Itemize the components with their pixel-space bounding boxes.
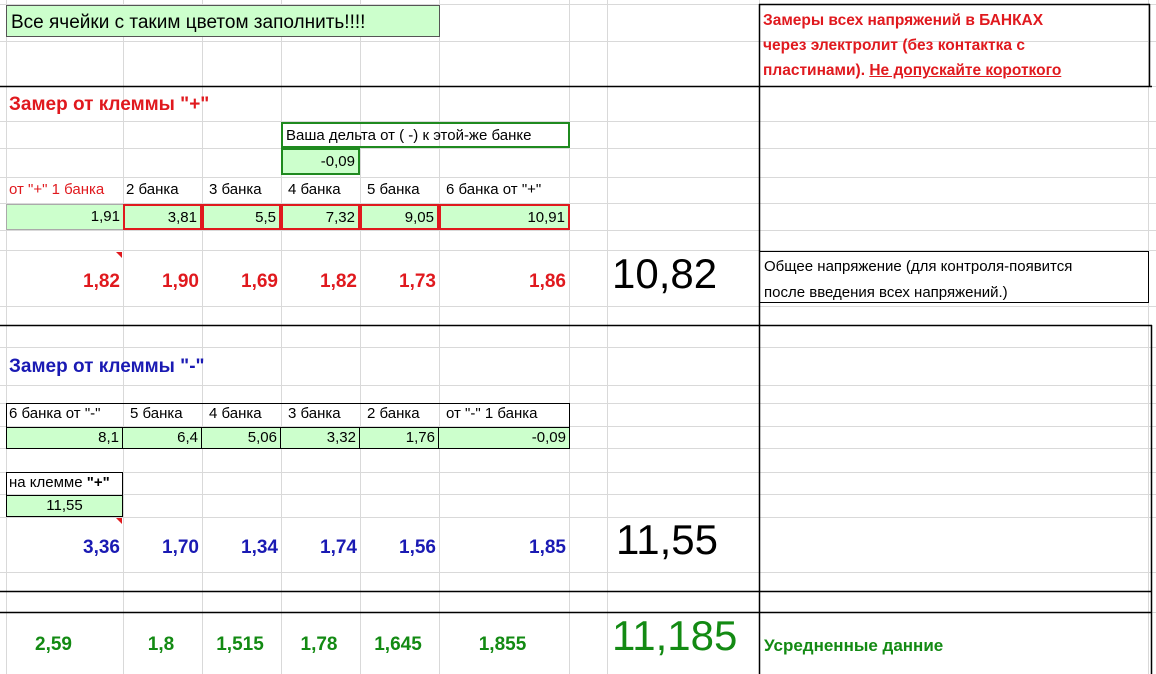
avg-bank-5: 1,645 [374, 634, 422, 655]
note-line-2: через электролит (без контактка с [763, 37, 1025, 54]
plus-header-2: 2 банка [126, 181, 179, 198]
minus-input-5[interactable]: 1,76 [360, 427, 439, 448]
plus-header-4: 4 банка [288, 181, 341, 198]
plus-input-4[interactable]: 7,32 [281, 204, 360, 230]
minus-header-6: от "-" 1 банка [446, 405, 538, 422]
minus-input-3[interactable]: 5,06 [202, 427, 281, 448]
avg-bank-3: 1,515 [216, 634, 264, 655]
note-line-3a: пластинами). [763, 62, 866, 79]
plus-header-6: 6 банка от "+" [446, 181, 542, 198]
terminal-value[interactable]: 11,55 [7, 495, 122, 516]
minus-input-6[interactable]: -0,09 [439, 427, 569, 448]
fill-instruction-banner: Все ячейки с таким цветом заполнить!!!! [6, 5, 440, 37]
plus-bank-4: 1,82 [320, 271, 357, 292]
average-label: Усредненные данние [764, 636, 944, 655]
minus-input-2[interactable]: 6,4 [123, 427, 202, 448]
plus-input-5[interactable]: 9,05 [360, 204, 439, 230]
plus-input-6[interactable]: 10,91 [439, 204, 570, 230]
note-warning: Не допускайте короткого [869, 62, 1062, 79]
minus-bank-1: 3,36 [83, 537, 120, 558]
plus-input-3[interactable]: 5,5 [202, 204, 281, 230]
terminal-label-text: на клемме [9, 474, 87, 491]
minus-input-1[interactable]: 8,1 [7, 427, 123, 448]
plus-bank-6: 1,86 [529, 271, 566, 292]
avg-bank-2: 1,8 [147, 634, 175, 655]
plus-bank-5: 1,73 [399, 271, 436, 292]
minus-header-4: 3 банка [288, 405, 341, 422]
plus-bank-3: 1,69 [241, 271, 278, 292]
minus-header-2: 5 банка [130, 405, 183, 422]
total-voltage-note: Общее напряжение (для контроля-появится … [759, 251, 1149, 303]
plus-section-title: Замер от клеммы "+" [9, 94, 210, 115]
total-note-line-1: Общее напряжение (для контроля-появится [764, 258, 1073, 275]
total-note-line-2: после введения всех напряжений.) [764, 284, 1008, 301]
avg-bank-4: 1,78 [300, 634, 338, 655]
plus-header-1: от "+" 1 банка [9, 181, 105, 198]
plus-bank-2: 1,90 [162, 271, 199, 292]
minus-section-title: Замер от клеммы "-" [9, 356, 205, 377]
average-total: 11,185 [612, 612, 738, 659]
terminal-label-sign: "+" [86, 474, 110, 491]
note-line-1: Замеры всех напряжений в БАНКАХ [763, 12, 1044, 29]
minus-bank-4: 1,74 [320, 537, 357, 558]
minus-bank-6: 1,85 [529, 537, 566, 558]
plus-total: 10,82 [612, 250, 718, 297]
delta-label: Ваша дельта от ( -) к этой-же банке [281, 122, 570, 148]
plus-bank-1: 1,82 [83, 271, 120, 292]
plus-header-5: 5 банка [367, 181, 420, 198]
avg-bank-6: 1,855 [478, 634, 527, 655]
minus-bank-5: 1,56 [399, 537, 436, 558]
terminal-label: на клемме "+" [6, 474, 123, 491]
plus-input-2[interactable]: 3,81 [123, 204, 202, 230]
minus-bank-3: 1,34 [241, 537, 278, 558]
plus-input-1[interactable]: 1,91 [6, 204, 124, 230]
minus-total: 11,55 [616, 516, 718, 563]
note-line-3: пластинами). Не допускайте короткого [763, 58, 1147, 83]
delta-value[interactable]: -0,09 [281, 148, 360, 175]
plus-header-3: 3 банка [209, 181, 262, 198]
minus-header-5: 2 банка [367, 405, 420, 422]
avg-bank-1: 2,59 [35, 634, 72, 655]
measurement-note: Замеры всех напряжений в БАНКАХ через эл… [763, 8, 1147, 86]
minus-table-border [6, 403, 570, 449]
minus-bank-2: 1,70 [162, 537, 199, 558]
terminal-box [6, 472, 123, 517]
minus-input-4[interactable]: 3,32 [281, 427, 360, 448]
minus-header-3: 4 банка [209, 405, 262, 422]
minus-header-1: 6 банка от "-" [9, 405, 101, 422]
